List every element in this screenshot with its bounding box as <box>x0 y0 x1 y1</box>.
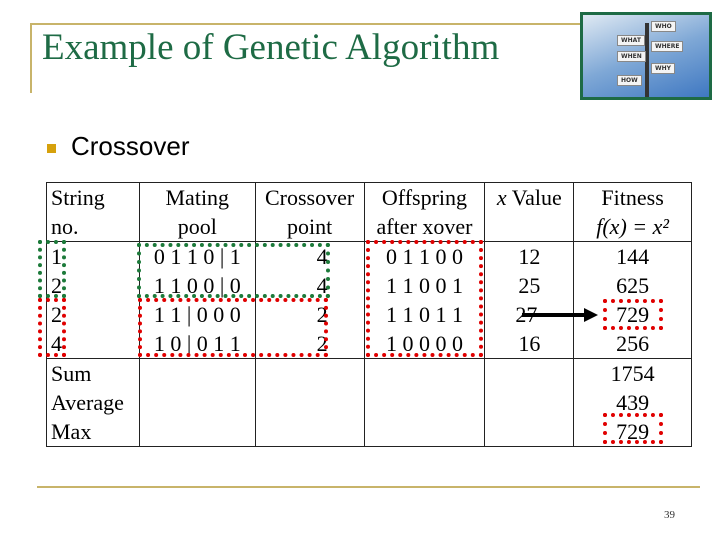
header-string: String <box>46 182 140 212</box>
header-row-2: no. pool point after xover f(x) = x² <box>46 212 692 242</box>
summary-row-sum: Sum 1754 <box>46 358 692 388</box>
header-xvalue: x Value <box>484 182 575 212</box>
sign-who: WHO <box>651 21 676 32</box>
summary-label: Max <box>46 417 140 447</box>
x-value: 25 <box>484 271 575 300</box>
string-no: 1 <box>46 241 140 271</box>
crossover-point: 2 <box>254 300 365 329</box>
header-row-1: String Mating Crossover Offspring x Valu… <box>46 182 692 212</box>
offspring: 1 1 0 0 1 <box>363 271 486 300</box>
header-offspring-2: after xover <box>363 212 486 242</box>
summary-fitness: 1754 <box>573 358 692 388</box>
arrow-icon <box>522 313 586 317</box>
arrow-head-icon <box>584 308 598 322</box>
header-xvalue-text: Value <box>511 185 562 210</box>
mating-pool: 1 0 | 0 1 1 <box>138 329 256 359</box>
header-mating-2: pool <box>138 212 256 242</box>
sign-why: WHY <box>651 63 675 74</box>
best-fitness-highlight <box>603 299 663 330</box>
header-crossover-2: point <box>254 212 365 242</box>
header-crossover: Crossover <box>254 182 365 212</box>
crossover-table: String Mating Crossover Offspring x Valu… <box>46 182 692 447</box>
fitness: 625 <box>573 271 692 300</box>
pair2-string-highlight <box>38 298 66 357</box>
offspring: 1 1 0 1 1 <box>363 300 486 329</box>
sign-when: WHEN <box>617 51 646 62</box>
signpost-pole <box>645 23 649 97</box>
max-fitness-highlight <box>603 413 663 444</box>
fitness: 144 <box>573 241 692 271</box>
offspring: 0 1 1 0 0 <box>363 241 486 271</box>
header-fitness-formula: f(x) = x² <box>573 212 692 242</box>
mating-pool: 1 1 | 0 0 0 <box>138 300 256 329</box>
summary-row-average: Average 439 <box>46 388 692 417</box>
fitness: 256 <box>573 329 692 359</box>
pair1-string-highlight <box>38 240 66 298</box>
string-no: 4 <box>46 329 140 359</box>
header-string-2: no. <box>46 212 140 242</box>
bullet-square-icon <box>47 144 56 153</box>
table-row: 2 1 1 0 0 | 0 4 1 1 0 0 1 25 625 <box>46 271 692 300</box>
sign-how: HOW <box>617 75 642 86</box>
x-value: 12 <box>484 241 575 271</box>
pair2-mating-highlight <box>138 298 328 357</box>
slide-title: Example of Genetic Algorithm <box>42 27 500 68</box>
sign-where: WHERE <box>651 41 684 52</box>
summary-label: Average <box>46 388 140 417</box>
summary-fitness: 439 <box>573 388 692 417</box>
footer-rule <box>37 486 700 488</box>
offspring-highlight <box>366 240 483 357</box>
x-value: 16 <box>484 329 575 359</box>
header-mating: Mating <box>138 182 256 212</box>
title-rule <box>30 23 580 25</box>
signpost-image: WHO WHAT WHERE WHEN WHY HOW <box>580 12 712 100</box>
header-xvalue-2 <box>484 212 575 242</box>
bullet-crossover: Crossover <box>71 131 190 161</box>
summary-row-max: Max 729 <box>46 417 692 447</box>
title-rule-vertical <box>30 23 32 93</box>
table-row: 4 1 0 | 0 1 1 2 1 0 0 0 0 16 256 <box>46 329 692 359</box>
page-number: 39 <box>664 509 675 521</box>
summary-label: Sum <box>46 358 140 388</box>
pair1-mating-highlight <box>137 243 330 298</box>
sign-what: WHAT <box>617 35 645 46</box>
header-offspring: Offspring <box>363 182 486 212</box>
header-fitness: Fitness <box>573 182 692 212</box>
